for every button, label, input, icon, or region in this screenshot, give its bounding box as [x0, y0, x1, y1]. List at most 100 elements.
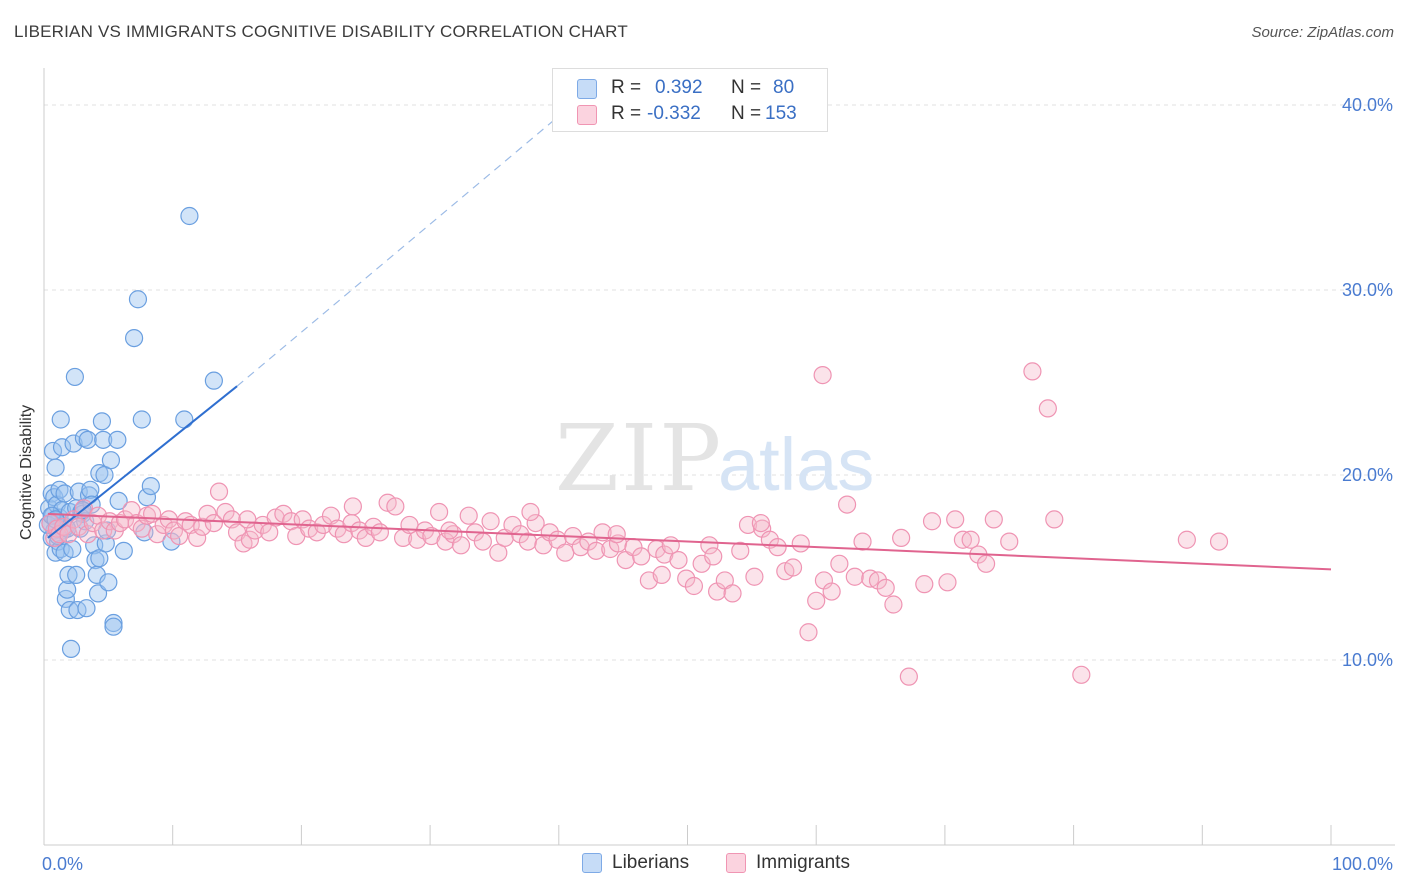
- immigrants-point: [704, 547, 723, 566]
- immigrants-point: [1177, 530, 1196, 549]
- immigrants-point: [386, 497, 405, 516]
- liberians-point: [114, 541, 133, 560]
- liberians-point: [67, 565, 86, 585]
- immigrants-point: [822, 582, 841, 601]
- liberians-trend-line: [47, 385, 238, 539]
- immigrants-point: [976, 554, 996, 573]
- liberians-point: [64, 434, 83, 453]
- y-tick-label: 40.0%: [1342, 95, 1393, 115]
- immigrants-points: [41, 362, 1229, 686]
- immigrants-point: [1000, 532, 1019, 551]
- immigrants-point: [430, 502, 449, 522]
- immigrants-point: [1209, 532, 1229, 551]
- immigrants-point: [1045, 510, 1064, 529]
- chart-title: LIBERIAN VS IMMIGRANTS COGNITIVE DISABIL…: [14, 22, 628, 41]
- immigrants-point: [868, 571, 888, 590]
- y-axis-label: Cognitive Disability: [18, 404, 35, 540]
- immigrants-point: [78, 525, 97, 544]
- immigrants-point: [1038, 399, 1057, 418]
- immigrants-point: [115, 510, 135, 529]
- immigrants-point: [745, 567, 764, 586]
- immigrants-point: [700, 536, 719, 555]
- immigrants-point: [451, 536, 471, 555]
- immigrants-point: [731, 541, 750, 560]
- immigrants-point: [521, 502, 540, 522]
- liberians-point: [69, 482, 88, 501]
- y-tick-labels: 10.0% 20.0% 30.0% 40.0%: [1342, 95, 1393, 670]
- liberians-points: [38, 206, 223, 659]
- immigrants-point: [188, 528, 207, 548]
- stats-legend: R = 0.392 N = 80 R = -0.332 N = 153: [552, 68, 828, 132]
- immigrants-point: [884, 595, 903, 614]
- immigrants-point: [837, 495, 857, 514]
- immigrants-point: [343, 497, 362, 516]
- immigrants-point: [154, 515, 173, 535]
- liberians-point: [52, 438, 72, 457]
- immigrants-point: [216, 502, 235, 522]
- liberians-point: [55, 484, 74, 503]
- immigrants-point: [593, 523, 612, 542]
- liberians-point: [137, 488, 157, 507]
- immigrants-point: [1072, 665, 1091, 684]
- liberians-legend-label: Liberians: [612, 852, 690, 873]
- liberians-point: [141, 477, 160, 496]
- immigrants-point: [915, 575, 934, 594]
- liberians-point: [63, 539, 82, 559]
- immigrants-point: [307, 523, 326, 542]
- liberians-point: [180, 206, 199, 226]
- immigrants-point: [632, 547, 651, 566]
- immigrants-point: [783, 558, 803, 577]
- immigrants-point: [830, 554, 849, 573]
- immigrants-legend-label: Immigrants: [756, 852, 850, 873]
- liberians-point: [124, 329, 144, 348]
- immigrants-point: [240, 530, 260, 549]
- y-tick-label: 30.0%: [1342, 280, 1393, 300]
- liberians-legend-swatch: [582, 853, 602, 873]
- immigrants-point: [587, 541, 606, 560]
- immigrants-point: [751, 513, 770, 533]
- immigrants-point: [768, 538, 787, 557]
- immigrants-point: [1023, 362, 1042, 381]
- n-label: N =: [731, 103, 762, 124]
- y-tick-label: 10.0%: [1342, 650, 1393, 670]
- immigrants-point: [876, 578, 895, 597]
- immigrants-point: [274, 504, 293, 523]
- liberians-point: [56, 589, 75, 609]
- x-tick-label: 0.0%: [42, 854, 83, 874]
- immigrants-point: [953, 530, 973, 549]
- immigrants-point: [518, 532, 538, 551]
- n-value: 153: [765, 103, 797, 124]
- immigrants-point: [813, 366, 832, 385]
- immigrants-point: [677, 569, 696, 588]
- watermark-atlas: atlas: [718, 423, 874, 506]
- liberians-trend-extension: [236, 115, 560, 387]
- liberians-point: [77, 599, 96, 618]
- immigrants-point: [922, 512, 942, 531]
- immigrants-point: [946, 510, 965, 529]
- liberians-point: [99, 573, 118, 592]
- watermark: ZIP atlas: [555, 405, 874, 512]
- immigrants-point: [436, 532, 455, 551]
- r-label: R =: [611, 77, 642, 98]
- immigrants-point: [807, 591, 826, 610]
- liberians-point: [175, 410, 194, 429]
- axes: [43, 68, 1395, 846]
- immigrants-point: [984, 510, 1003, 529]
- r-value: 0.392: [655, 77, 703, 98]
- liberians-point: [104, 617, 123, 636]
- immigrants-point: [845, 567, 864, 586]
- liberians-point: [68, 600, 87, 620]
- liberians-swatch: [577, 79, 597, 99]
- liberians-point: [92, 412, 112, 431]
- immigrants-point: [459, 506, 478, 525]
- liberians-point: [61, 639, 81, 659]
- x-tick-labels: 0.0% 100.0%: [42, 854, 1393, 874]
- liberians-point: [81, 480, 100, 499]
- immigrants-point: [473, 532, 492, 551]
- immigrants-point: [899, 667, 918, 686]
- immigrants-point: [938, 573, 957, 592]
- immigrants-point: [892, 528, 911, 548]
- immigrants-point: [791, 534, 810, 553]
- liberians-point: [78, 430, 97, 449]
- immigrants-point: [526, 513, 545, 533]
